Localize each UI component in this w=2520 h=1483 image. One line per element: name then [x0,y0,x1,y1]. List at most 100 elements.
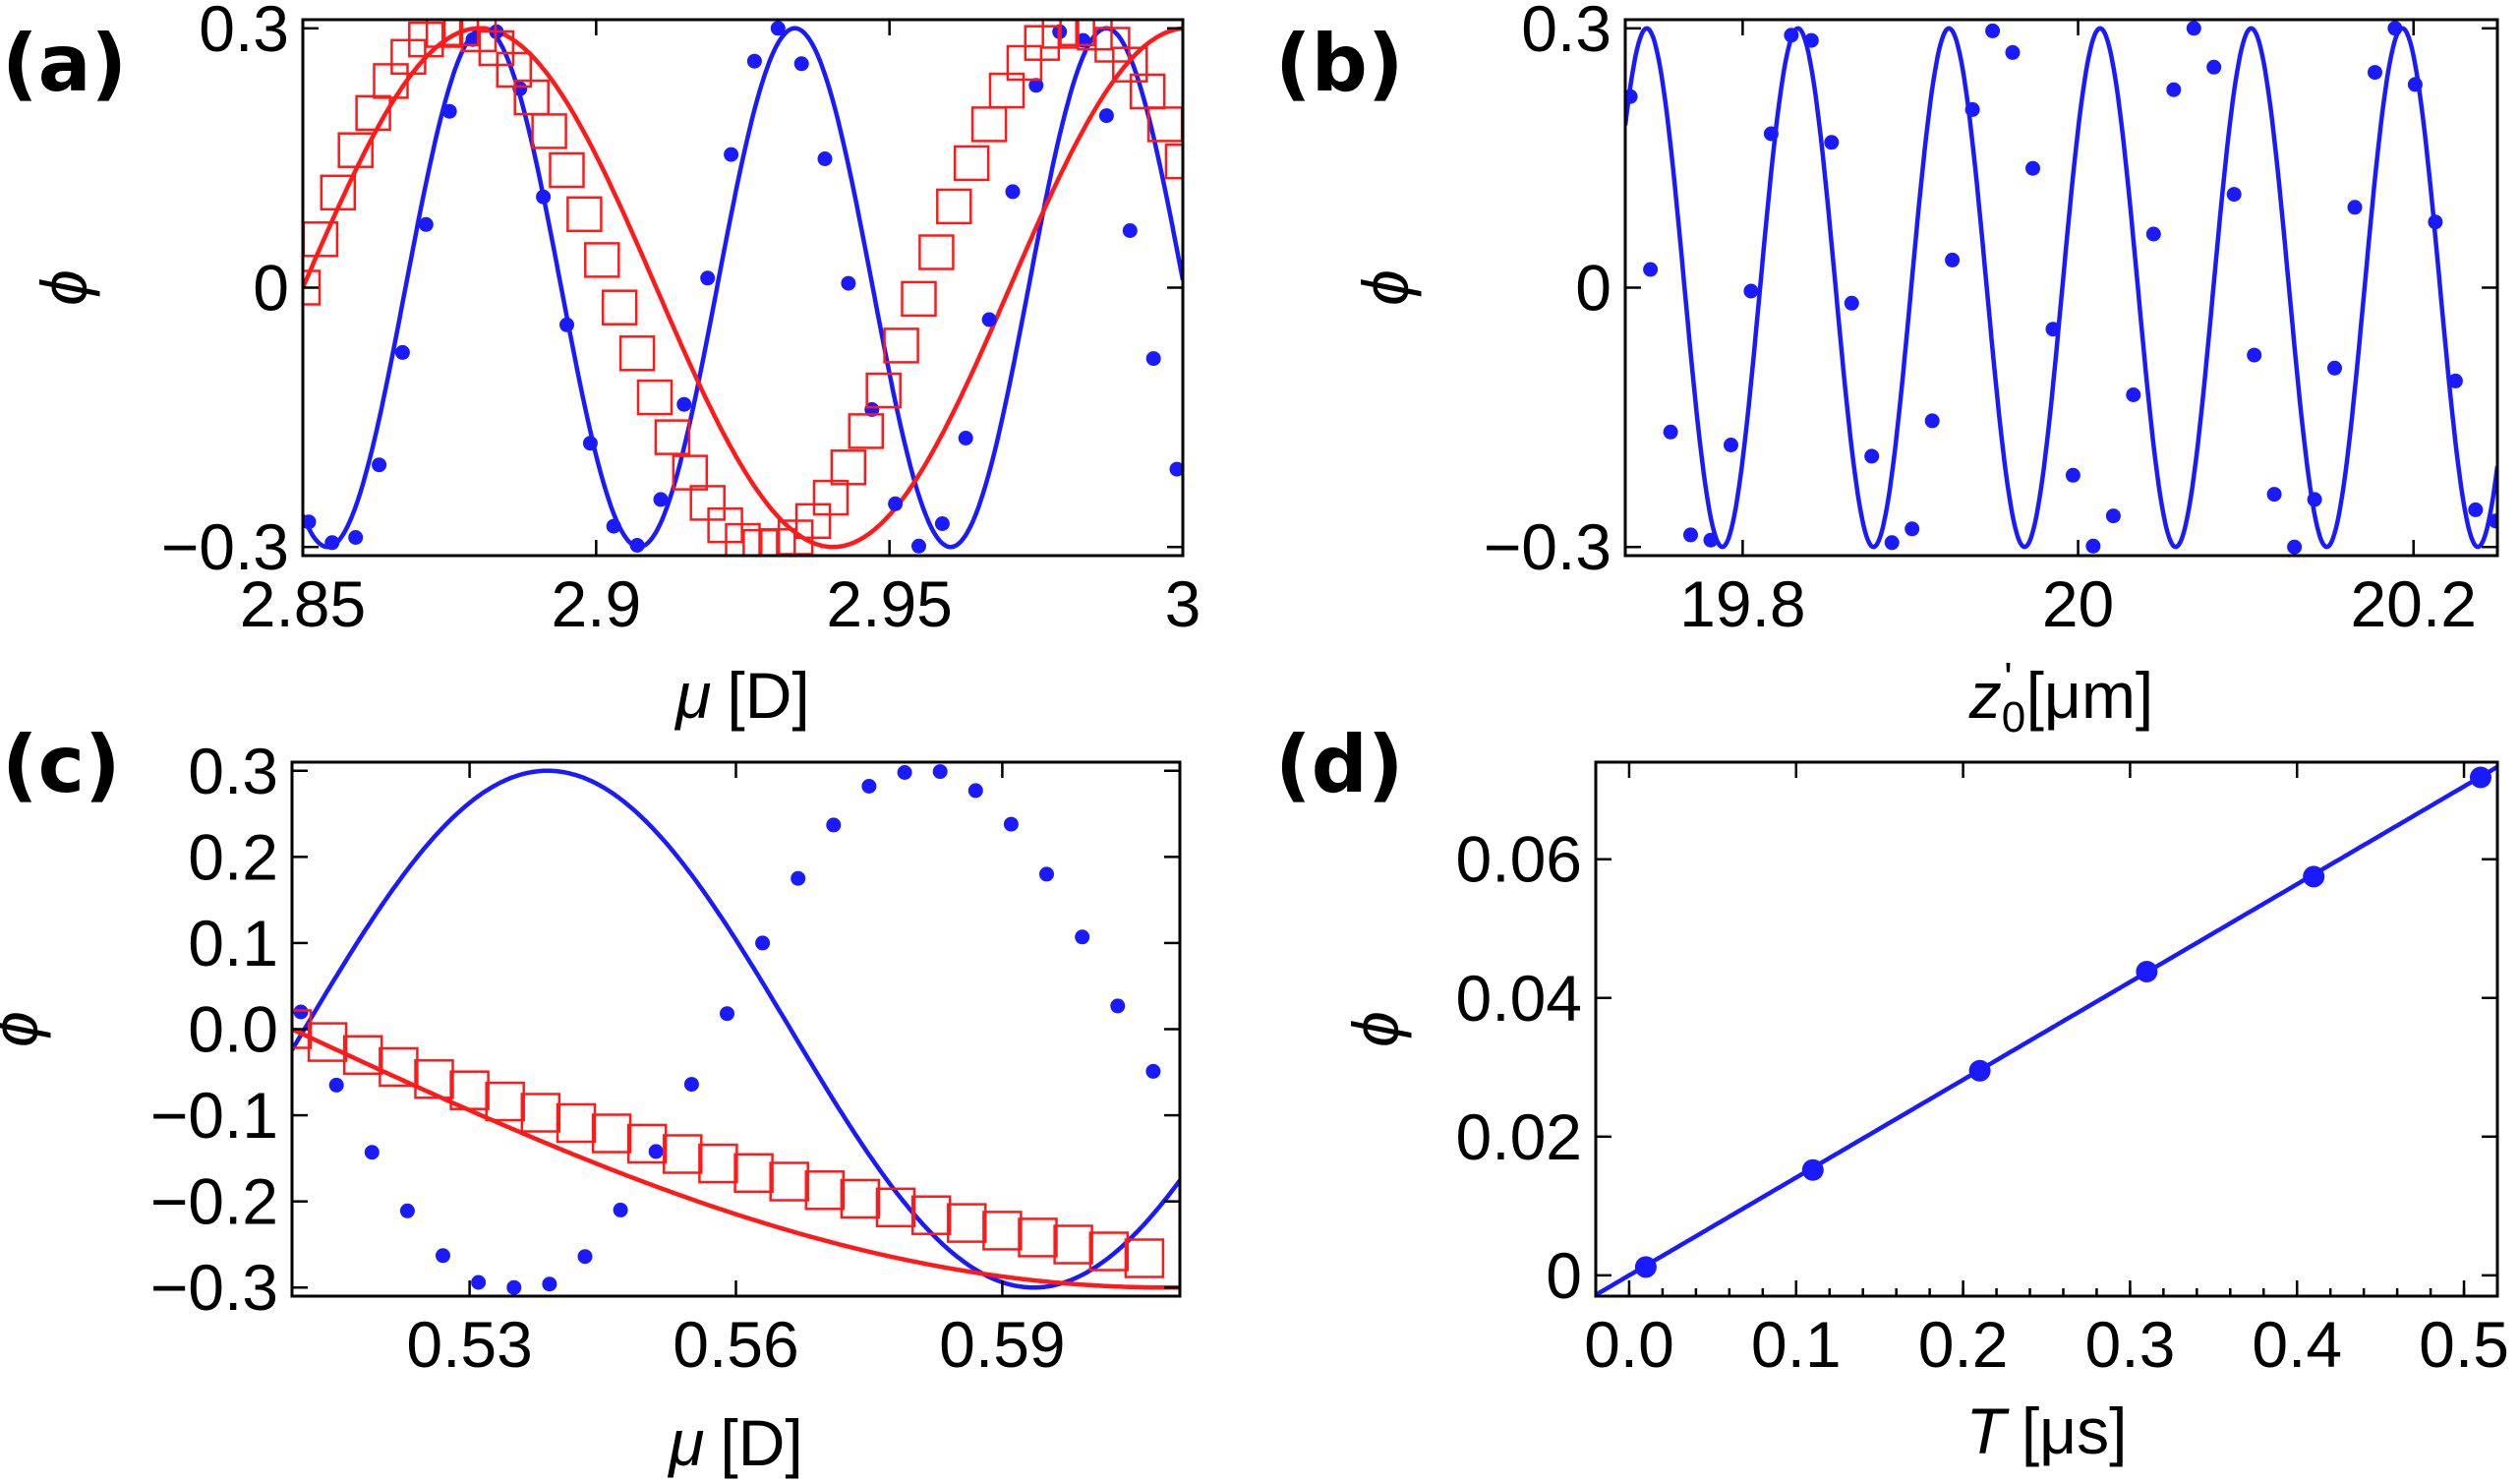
blue-dots-point [1028,78,1044,93]
x-tick-label: 2.95 [826,567,952,640]
blue-dots-point [648,1144,664,1159]
blue-dots-point [1985,23,2001,38]
blue-dots-point [512,81,528,96]
blue-dots-point [1683,527,1698,543]
blue-dots-point [1724,438,1738,452]
y-axis-label: ϕ [0,1011,51,1047]
red-squares-point [414,1059,454,1099]
x-axis-unit: [D] [727,659,809,732]
y-tick-label: 0 [1546,1239,1582,1312]
blue-dots-point [2468,502,2484,517]
y-axis-label: ϕ [1339,1011,1412,1047]
x-tick-label: 20 [2042,567,2114,640]
red-squares-point [1124,1238,1165,1278]
x-tick-label: 19.8 [1679,567,1805,640]
blue-dots-point [1945,252,1961,267]
blue-dots-point [700,270,716,286]
red-squares-point [970,106,1008,143]
x-axis-unit: [μs] [2022,1394,2128,1467]
blue-dots-point [2287,539,2303,555]
blue-dots-point [324,535,340,551]
x-axis-prime: ' [2004,654,2012,702]
y-tick-label: −0.1 [150,1079,278,1152]
blue-dots-point [2206,59,2222,75]
x-axis-symbol: μ [674,659,711,732]
y-tick-label: 0.3 [188,735,278,807]
blue-dots-point [1643,262,1659,277]
y-tick-label: −0.2 [150,1165,278,1238]
blue-dots-point [328,1077,344,1093]
blue-dots-point [826,817,842,833]
blue-dots-point [1634,1256,1657,1278]
blue-dots-point [791,870,806,886]
red-fit-line [303,26,1183,550]
blue-dots-point [1169,461,1183,477]
blue-dots-point [1801,1158,1824,1181]
x-tick-label: 0.3 [2085,1308,2176,1381]
plot-area [303,20,1183,556]
blue-dots-point [471,1275,487,1290]
red-squares-point [698,1143,738,1184]
x-tick-label: 0.2 [1918,1308,2009,1381]
blue-dots-point [2226,187,2242,203]
blue-dots-point [2247,347,2262,363]
y-tick-label: −0.3 [150,1251,278,1324]
y-tick-label: 0.3 [199,0,289,65]
x-axis-label: μ [D] [674,659,810,732]
red-squares-point [663,1134,703,1174]
plot-area [292,764,1180,1295]
blue-dots-point [1122,223,1138,238]
x-tick-label: 0.0 [1584,1308,1674,1381]
red-squares-point [953,145,990,182]
panel-d: (d) 0.0 0.1 0.2 0.3 0.4 0.5 0 0.02 0.04 0.06 ϕ T [μs] [1275,719,2509,1467]
blue-dots-point [2025,160,2040,176]
red-squares-point [725,522,761,556]
blue-dots-point [888,496,904,511]
x-axis-unit: [D] [720,1406,802,1479]
panel-label: (c) [2,719,121,810]
red-squares-point [591,1113,632,1154]
y-tick-label: −0.3 [161,510,289,583]
blue-dots-point [683,1077,699,1093]
blue-dots-point [465,31,481,47]
blue-dots-point [1625,89,1638,104]
blue-dots-point [1964,101,1980,117]
red-squares-point [1041,20,1078,49]
y-tick-label: 0.02 [1456,1100,1582,1173]
blue-dots-point [1784,28,1799,43]
blue-dots-point [1145,351,1161,367]
blue-dots-point [2447,373,2463,388]
red-squares-point [654,419,691,455]
blue-dots-point [793,56,809,72]
plot-frame [1594,760,2499,1298]
blue-dots-point [1663,424,1678,440]
red-squares-point [883,327,919,364]
blue-dots-point [372,457,387,473]
x-tick-label: 0.59 [939,1308,1065,1381]
red-squares-point [307,1022,348,1062]
red-squares-point [601,289,638,326]
blue-dots-point [506,1279,522,1295]
blue-dots-point [2428,214,2443,230]
blue-dots-point [1743,283,1759,299]
blue-dots-point [1803,32,1819,48]
blue-dots-point [2347,200,2363,215]
red-squares-point [804,1170,846,1211]
blue-dots-point [2005,44,2021,60]
red-squares-point [531,113,567,149]
y-tick-label: −0.3 [1484,510,1612,583]
blue-dots-point [1905,521,1920,537]
blue-dots-point [2407,77,2423,92]
blue-dots-point [755,935,771,951]
red-squares-point [584,242,620,278]
blue-dots-point [418,216,434,232]
red-squares-point [1164,143,1183,180]
blue-dots-point [1703,532,1719,548]
y-tick-label: 0.0 [188,993,278,1066]
blue-dots-point [1098,108,1114,124]
blue-dots-point [1003,816,1019,832]
x-tick-label: 0.4 [2252,1308,2342,1381]
blue-dots-point [577,1249,593,1265]
x-tick-label: 2.9 [551,567,641,640]
